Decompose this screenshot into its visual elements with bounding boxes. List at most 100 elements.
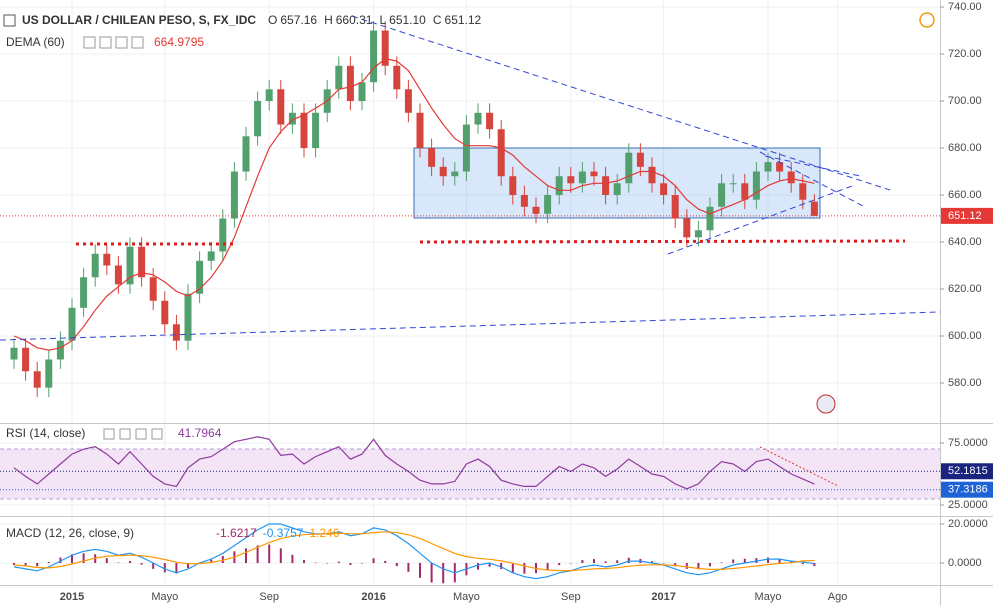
icon[interactable] bbox=[83, 36, 96, 49]
candle-body bbox=[741, 183, 749, 200]
y-tick-label: 580.00 bbox=[948, 377, 982, 389]
y-tick-label: 640.00 bbox=[948, 236, 982, 248]
histogram-bar bbox=[59, 557, 62, 564]
ohlc-value: 660.31 bbox=[336, 13, 373, 27]
macd-value: 1.246 bbox=[309, 526, 339, 540]
histogram-bar bbox=[47, 562, 50, 564]
histogram-bar bbox=[245, 548, 247, 564]
candle-body bbox=[706, 206, 714, 231]
candle-body bbox=[486, 112, 494, 130]
icon[interactable] bbox=[151, 428, 163, 440]
series-line bbox=[13, 531, 815, 572]
y-tick-label: 740.00 bbox=[948, 1, 982, 13]
histogram-bar bbox=[430, 563, 433, 583]
icon[interactable] bbox=[115, 36, 128, 49]
histogram-bar bbox=[558, 563, 561, 566]
ohlc-value: 651.10 bbox=[389, 13, 426, 27]
histogram-bar bbox=[303, 560, 305, 564]
marker-tag bbox=[941, 463, 993, 480]
candle-body bbox=[532, 206, 540, 214]
histogram-bar bbox=[36, 563, 39, 567]
candle-body bbox=[683, 218, 691, 238]
indicator-icons bbox=[83, 36, 144, 49]
rsi-trend-line[interactable] bbox=[759, 446, 839, 487]
candle-body bbox=[625, 152, 633, 184]
trend-line[interactable] bbox=[764, 155, 861, 177]
histogram-bar bbox=[790, 561, 793, 564]
histogram-bar bbox=[511, 563, 514, 573]
macd-title: MACD (12, 26, close, 9) bbox=[6, 526, 134, 540]
histogram-bar bbox=[152, 563, 155, 569]
histogram-bar bbox=[187, 563, 189, 569]
event-icon[interactable] bbox=[816, 394, 836, 414]
y-tick-label: 600.00 bbox=[948, 330, 982, 342]
alert-icon[interactable] bbox=[919, 12, 935, 28]
trend-line[interactable] bbox=[667, 185, 853, 255]
histogram-bar bbox=[523, 563, 526, 574]
histogram-bar bbox=[210, 559, 213, 564]
histogram-bar bbox=[778, 558, 781, 564]
icon[interactable] bbox=[103, 428, 115, 440]
candle-body bbox=[590, 171, 598, 177]
rsi-title: RSI (14, close) bbox=[6, 426, 85, 440]
y-tick-label: 25.0000 bbox=[948, 499, 988, 511]
y-tick-label: 680.00 bbox=[948, 142, 982, 154]
ohlc-value: 657.16 bbox=[280, 13, 317, 27]
candle-body bbox=[91, 253, 99, 278]
histogram-bar bbox=[71, 554, 73, 564]
histogram-bar bbox=[291, 554, 294, 564]
histogram-bar bbox=[395, 563, 398, 567]
candle-body bbox=[810, 201, 818, 216]
histogram-bar bbox=[442, 563, 445, 584]
y-tick-label: 20.0000 bbox=[948, 518, 988, 530]
candle-body bbox=[602, 176, 610, 196]
icon[interactable] bbox=[99, 36, 112, 49]
histogram-bar bbox=[500, 563, 503, 570]
candle-body bbox=[729, 183, 737, 185]
candle-body bbox=[265, 89, 273, 102]
candle-body bbox=[45, 359, 53, 388]
menu-icon[interactable] bbox=[3, 14, 16, 27]
candle-body bbox=[752, 171, 760, 200]
candle-body bbox=[520, 195, 528, 207]
trend-line[interactable] bbox=[351, 15, 891, 191]
candle-body bbox=[660, 183, 668, 196]
histogram-bar bbox=[732, 559, 735, 564]
y-tick-label: 620.00 bbox=[948, 283, 982, 295]
candle-body bbox=[300, 112, 308, 149]
ohlc-key: H bbox=[324, 13, 333, 27]
candle-body bbox=[428, 148, 436, 167]
candle-body bbox=[277, 89, 285, 125]
indicator-name: DEMA (60) bbox=[6, 35, 65, 49]
candle-body bbox=[114, 265, 122, 285]
candle-body bbox=[439, 166, 447, 177]
candle-body bbox=[718, 183, 726, 207]
histogram-bar bbox=[372, 558, 375, 564]
candle-body bbox=[138, 246, 146, 278]
histogram-bar bbox=[616, 560, 619, 564]
candle-body bbox=[462, 124, 470, 172]
x-tick-label: Mayo bbox=[755, 591, 782, 603]
x-tick-label: 2017 bbox=[651, 591, 675, 603]
icon[interactable] bbox=[131, 36, 144, 49]
candle-body bbox=[33, 371, 41, 388]
y-tick-label: 660.00 bbox=[948, 189, 982, 201]
histogram-bar bbox=[24, 563, 27, 566]
icon[interactable] bbox=[119, 428, 131, 440]
histogram-bar bbox=[268, 544, 271, 564]
histogram-bar bbox=[337, 561, 340, 564]
icon[interactable] bbox=[135, 428, 147, 440]
last-price-label: 651.12 bbox=[948, 210, 982, 222]
ohlc-key: O bbox=[268, 13, 277, 27]
ohlc-key: L bbox=[379, 13, 386, 27]
histogram-bar bbox=[384, 561, 387, 564]
candle-body bbox=[80, 277, 88, 308]
candle-body bbox=[184, 293, 192, 341]
rsi-value: 41.7964 bbox=[178, 426, 222, 440]
candle-body bbox=[22, 347, 30, 372]
candle-body bbox=[126, 246, 134, 285]
candle-body bbox=[393, 65, 401, 90]
candle-body bbox=[312, 112, 320, 149]
candle-body bbox=[149, 277, 157, 301]
trend-line[interactable] bbox=[0, 311, 941, 341]
